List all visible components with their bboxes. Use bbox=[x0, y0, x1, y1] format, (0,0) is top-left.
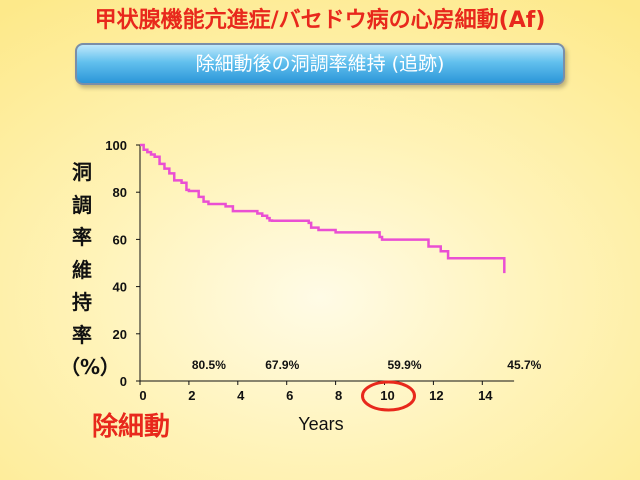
y-tick-label: 60 bbox=[113, 232, 127, 247]
y-axis-label-char: 率 bbox=[72, 225, 92, 249]
x-tick-label: 2 bbox=[188, 388, 195, 403]
x-tick-label: 14 bbox=[478, 388, 493, 403]
data-label: 59.9% bbox=[387, 358, 421, 372]
x-axis-title: Years bbox=[298, 414, 343, 434]
highlight-circle bbox=[361, 380, 416, 412]
y-axis-label-char: 洞 bbox=[72, 160, 92, 184]
x-tick-label: 10 bbox=[380, 388, 394, 403]
y-tick-label: 80 bbox=[113, 185, 127, 200]
survival-curve-line bbox=[140, 143, 506, 274]
subtitle-banner: 除細動後の洞調率維持 (追跡) bbox=[75, 43, 565, 85]
y-axis-label-char: 維 bbox=[72, 257, 92, 282]
y-axis-label-char: 持 bbox=[72, 290, 92, 314]
x-tick-label: 0 bbox=[139, 388, 146, 403]
x-tick-label: 6 bbox=[286, 388, 293, 403]
page-title: 甲状腺機能亢進症/バセドウ病の心房細動(Af) bbox=[94, 8, 546, 33]
x-tick-label: 8 bbox=[335, 388, 342, 403]
data-label: 45.7% bbox=[507, 358, 541, 372]
y-tick-label: 40 bbox=[113, 280, 127, 295]
y-tick-label: 100 bbox=[105, 138, 127, 153]
y-axis-label-char: 率 bbox=[72, 322, 92, 347]
data-label: 80.5% bbox=[192, 358, 226, 372]
data-label: 67.9% bbox=[265, 358, 299, 372]
x-tick-label: 4 bbox=[237, 388, 245, 403]
cardioversion-label: 除細動 bbox=[92, 412, 171, 442]
x-tick-label: 12 bbox=[429, 388, 443, 403]
y-tick-label: 0 bbox=[120, 374, 127, 389]
y-tick-label: 20 bbox=[113, 327, 127, 342]
y-axis-label-char: 調 bbox=[72, 192, 92, 217]
